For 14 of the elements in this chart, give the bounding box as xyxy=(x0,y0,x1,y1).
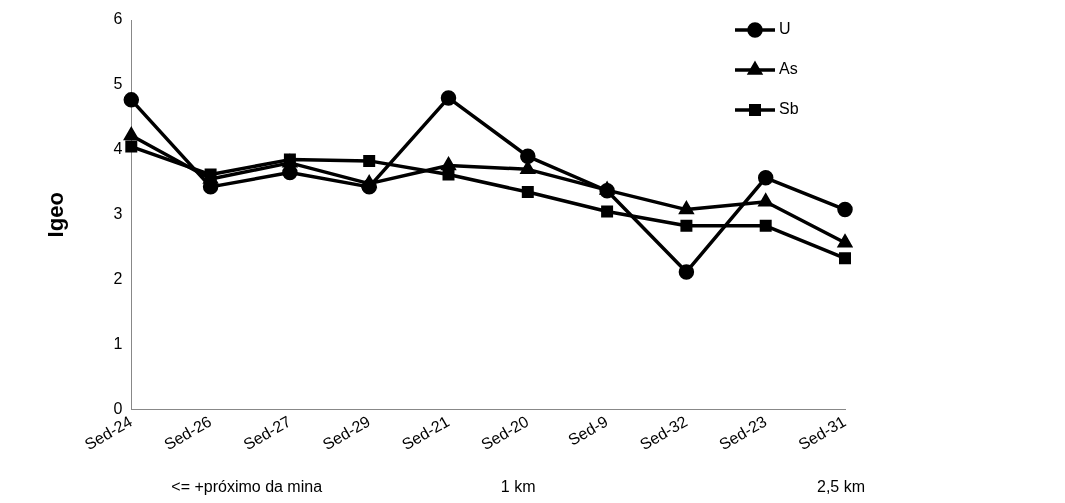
y-tick-label: 5 xyxy=(113,75,123,93)
y-tick-label: 6 xyxy=(113,10,123,28)
text: <= +próximo da mina xyxy=(171,478,323,496)
y-tick-label: 0 xyxy=(113,399,123,417)
legend-label: U xyxy=(779,20,791,38)
y-tick-label: 1 xyxy=(113,335,123,353)
legend-label: Sb xyxy=(779,100,799,118)
y-tick-label: 2 xyxy=(113,270,123,288)
y-axis-title: Igeo xyxy=(43,192,69,238)
text: 1 km xyxy=(500,478,536,496)
y-tick-label: 4 xyxy=(113,140,123,158)
text: 2,5 km xyxy=(816,478,865,496)
legend-label: As xyxy=(779,60,798,78)
y-tick-label: 3 xyxy=(113,205,123,223)
